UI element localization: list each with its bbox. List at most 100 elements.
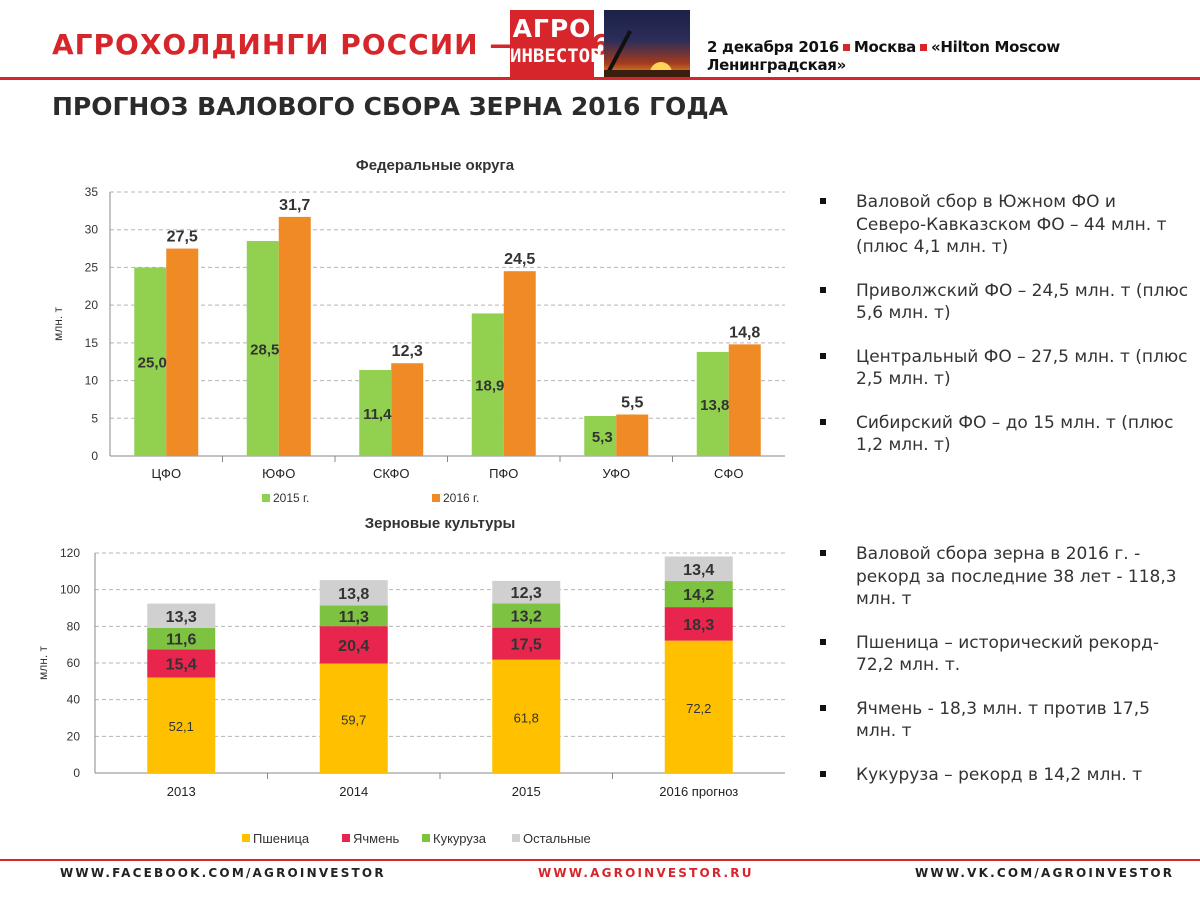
- segment-other: [664, 556, 733, 582]
- y-tick-label: 15: [85, 336, 99, 350]
- segment-corn: [664, 581, 733, 608]
- data-label-2015: 13,8: [700, 397, 729, 414]
- y-tick-label: 35: [85, 185, 99, 199]
- legend-label-other: Остальные: [523, 831, 591, 846]
- legend-swatch-barley: [342, 834, 350, 842]
- data-label-wheat: 72,2: [686, 701, 711, 716]
- bullet-text: Кукуруза – рекорд в 14,2 млн. т: [856, 764, 1143, 785]
- y-tick-label: 0: [91, 449, 98, 463]
- legend-label-corn: Кукуруза: [433, 831, 487, 846]
- x-tick-label: ЮФО: [262, 466, 295, 481]
- legend-swatch-2016: [432, 494, 440, 502]
- legend-label-barley: Ячмень: [353, 831, 400, 846]
- segment-wheat: [664, 640, 733, 773]
- y-tick-label: 25: [85, 260, 99, 274]
- bullet-item: Пшеница – исторический рекорд- 72,2 млн.…: [820, 632, 1190, 677]
- segment-corn: [492, 603, 561, 628]
- y-tick-label: 20: [85, 298, 99, 312]
- x-tick-label: СФО: [714, 466, 743, 481]
- data-label-2016: 12,3: [392, 343, 423, 360]
- bullet-item: Валовой сбор в Южном ФО и Северо-Кавказс…: [820, 191, 1190, 259]
- y-tick-label: 5: [91, 411, 98, 425]
- footer-divider: [0, 859, 1200, 861]
- page-title: ПРОГНОЗ ВАЛОВОГО СБОРА ЗЕРНА 2016 ГОДА: [52, 92, 728, 121]
- data-label-2015: 18,9: [475, 378, 504, 395]
- data-label-2016: 24,5: [504, 251, 535, 268]
- event-info: 2 декабря 2016 Москва «Hilton Moscow Ленин…: [707, 38, 1200, 74]
- bullet-item: Центральный ФО – 27,5 млн. т (плюс 2,5 м…: [820, 346, 1190, 391]
- bullet-text: Приволжский ФО – 24,5 млн. т (плюс 5,6 м…: [856, 280, 1189, 324]
- bar-2015: [246, 241, 279, 456]
- y-tick-label: 10: [85, 374, 99, 388]
- bullet-item: Приволжский ФО – 24,5 млн. т (плюс 5,6 м…: [820, 280, 1190, 325]
- x-tick-label: СКФО: [373, 466, 410, 481]
- chart-title: Зерновые культуры: [365, 515, 516, 532]
- data-label-other: 13,8: [338, 586, 369, 603]
- grain-crops-chart: Зерновые культуры 0 20 40 60 80 100 120 млн. т 20…: [36, 515, 785, 846]
- legend-label-2015: 2015 г.: [273, 491, 309, 505]
- bar-2015: [584, 416, 617, 456]
- legend-swatch-other: [512, 834, 520, 842]
- data-label-2015: 25,0: [138, 355, 167, 372]
- legend-swatch-2015: [262, 494, 270, 502]
- data-label-corn: 14,2: [683, 587, 714, 604]
- segment-barley: [319, 626, 388, 664]
- bullet-text: Центральный ФО – 27,5 млн. т (плюс 2,5 м…: [856, 346, 1188, 390]
- data-label-wheat: 52,1: [169, 719, 194, 734]
- data-label-other: 12,3: [511, 585, 542, 602]
- x-tick-label: 2016 прогноз: [659, 784, 738, 799]
- data-label-barley: 17,5: [511, 637, 542, 654]
- data-label-2016: 31,7: [279, 197, 310, 214]
- bullet-list-districts: Валовой сбор в Южном ФО и Северо-Кавказс…: [820, 191, 1190, 478]
- segment-barley: [664, 607, 733, 641]
- x-tick-label: 2013: [167, 784, 196, 799]
- segment-corn: [147, 627, 216, 650]
- y-axis-label: млн. т: [36, 645, 50, 680]
- segment-wheat: [319, 663, 388, 773]
- y-tick-label: 60: [67, 656, 81, 670]
- x-tick-label: УФО: [602, 466, 630, 481]
- bullet-text: Валовой сбора зерна в 2016 г. - рекорд з…: [856, 544, 1177, 609]
- footer-site-link[interactable]: WWW.AGROINVESTOR.RU: [538, 866, 754, 880]
- separator-square-icon: [920, 44, 927, 51]
- data-label-corn: 13,2: [511, 609, 542, 626]
- footer-vk-link[interactable]: WWW.VK.COM/AGROINVESTOR: [915, 866, 1175, 880]
- separator-square-icon: [842, 44, 850, 51]
- bar-2016: [391, 363, 424, 456]
- bar-2015: [471, 313, 504, 456]
- bullet-square-icon: [820, 352, 826, 359]
- chart-title: Федеральные округа: [356, 157, 515, 174]
- logo-line-1: АГРО: [512, 14, 592, 43]
- bar-2015: [359, 370, 392, 456]
- legend-swatch-corn: [422, 834, 430, 842]
- legend-label-2016: 2016 г.: [443, 491, 479, 505]
- bullet-square-icon: [820, 286, 826, 293]
- data-label-wheat: 61,8: [514, 710, 539, 725]
- wheat-sunset-image: [604, 10, 690, 78]
- segment-barley: [492, 627, 561, 660]
- bullet-item: Кукуруза – рекорд в 14,2 млн. т: [820, 764, 1190, 787]
- field-shape: [604, 70, 690, 78]
- bullet-square-icon: [820, 550, 826, 556]
- bullet-square-icon: [820, 198, 826, 204]
- segment-other: [147, 603, 216, 628]
- data-label-barley: 18,3: [683, 617, 714, 634]
- bar-2016: [166, 248, 199, 456]
- segment-corn: [319, 605, 388, 627]
- federal-districts-chart: Федеральные округа 0 5 10 15 20 25 30 35 млн. т ЦФ…: [51, 157, 785, 505]
- data-label-other: 13,3: [166, 609, 197, 626]
- x-tick-label: 2014: [339, 784, 368, 799]
- logo-line-2: ИНВЕСТОР: [510, 45, 602, 67]
- bar-2015: [696, 351, 729, 456]
- legend-label-wheat: Пшеница: [253, 831, 310, 846]
- bar-2016: [503, 271, 536, 456]
- segment-wheat: [492, 659, 561, 773]
- bullet-square-icon: [820, 704, 826, 711]
- segment-barley: [147, 649, 216, 678]
- bullet-text: Ячмень - 18,3 млн. т против 17,5 млн. т: [856, 698, 1150, 742]
- data-label-2016: 27,5: [167, 229, 198, 246]
- y-tick-label: 30: [85, 223, 99, 237]
- bar-2016: [616, 414, 649, 456]
- footer-facebook-link[interactable]: WWW.FACEBOOK.COM/AGROINVESTOR: [60, 866, 386, 880]
- bullet-text: Пшеница – исторический рекорд- 72,2 млн.…: [856, 632, 1160, 676]
